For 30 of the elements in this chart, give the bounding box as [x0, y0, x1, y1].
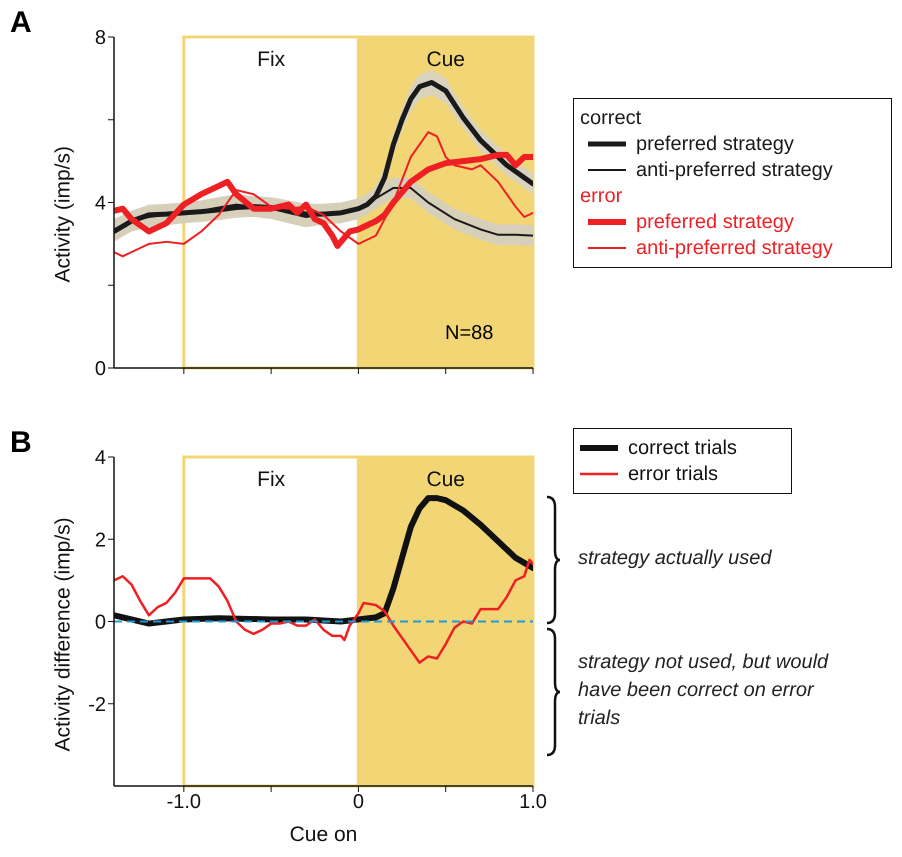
annotation: N=88	[445, 322, 494, 345]
band-label: Fix	[257, 48, 286, 71]
y-tick-label: 4	[94, 447, 106, 470]
y-tick-label: 0	[94, 358, 106, 380]
text: correct	[579, 106, 642, 131]
legend-label: preferred strategy	[636, 132, 794, 157]
y-tick-label: -2	[88, 694, 106, 716]
x-axis-title: Cue on	[290, 823, 358, 846]
band-label: Cue	[426, 48, 465, 71]
legend-label: correct trials	[628, 436, 737, 461]
chart-title: B	[10, 426, 32, 460]
legend-label: error trials	[628, 462, 718, 487]
y-tick-label: 2	[94, 529, 106, 552]
legend-label: preferred strategy	[636, 210, 794, 235]
chart-title: A	[10, 6, 32, 40]
x-tick-label: -1.0	[166, 791, 202, 814]
text: strategy actually used	[578, 547, 772, 570]
text: error	[579, 184, 624, 209]
y-tick-label: 0	[94, 612, 106, 634]
legend-label: anti-preferred strategy	[636, 158, 833, 183]
band-label: Cue	[426, 468, 465, 491]
x-tick-label: 1.0	[519, 791, 547, 814]
y-axis-title: Activity (imp/s)	[51, 146, 74, 282]
y-axis-title: Activity difference (imp/s)	[51, 517, 74, 752]
y-tick-label: 8	[94, 27, 106, 50]
band-label: Fix	[257, 468, 286, 491]
y-tick-label: 4	[94, 192, 106, 215]
text: strategy not used, but would have been correct on error trials	[578, 650, 830, 731]
x-tick-label: 0	[352, 791, 364, 814]
legend-label: anti-preferred strategy	[636, 236, 833, 261]
